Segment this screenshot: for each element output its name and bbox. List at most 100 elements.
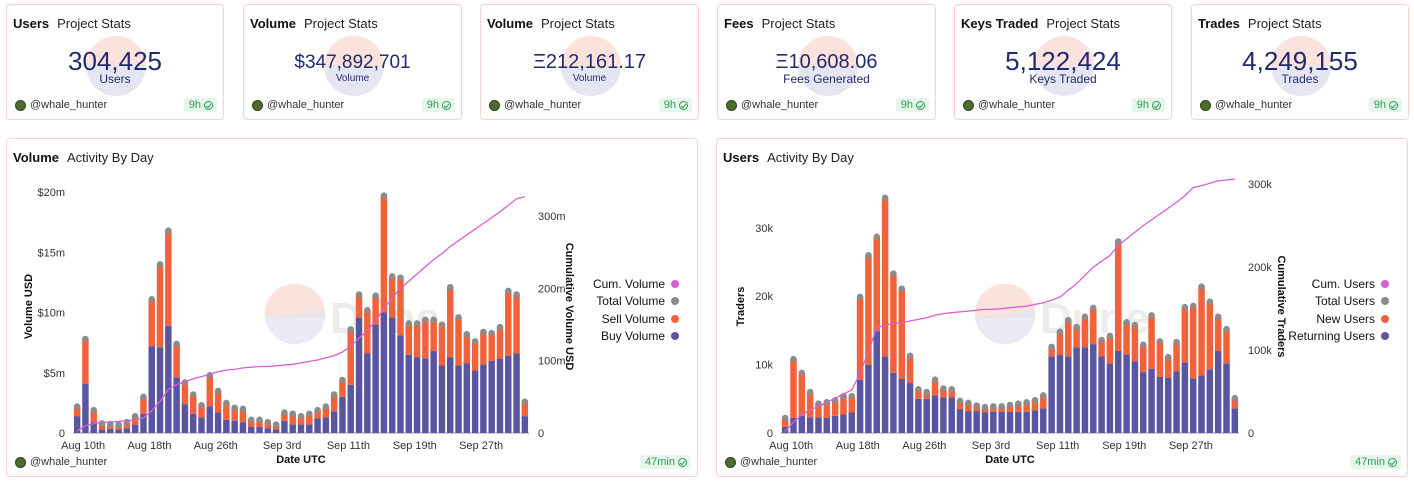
total-marker <box>355 291 363 298</box>
counter-query-name[interactable]: Volume <box>487 16 533 31</box>
legend-label: Returning Users <box>1288 329 1375 344</box>
bar-segment-returning-users <box>790 417 797 433</box>
legend-item[interactable]: Total Volume <box>593 293 679 311</box>
total-marker <box>380 192 388 199</box>
users-chart-author[interactable]: @whale_hunter <box>725 456 817 468</box>
total-marker <box>923 388 930 396</box>
legend-swatch <box>1381 332 1389 341</box>
bar-segment-returning-users <box>831 415 839 433</box>
bar-segment-buy-volume <box>140 413 147 433</box>
bar-segment-new-users <box>1214 316 1222 351</box>
bar-segment-buy-volume <box>438 365 446 433</box>
bar-segment-new-users <box>1156 341 1164 377</box>
bar-segment-sell-volume <box>189 394 197 414</box>
author-handle: @whale_hunter <box>30 99 108 111</box>
x-tick-label: Aug 26th <box>194 440 238 452</box>
bar-segment-returning-users <box>1023 411 1030 433</box>
user-avatar <box>489 99 500 111</box>
bar-segment-new-users <box>1115 241 1122 351</box>
users-chart-legend: Cum. Users Total Users New Users Returning … <box>1288 275 1389 345</box>
total-marker <box>940 385 947 392</box>
bar-segment-buy-volume <box>90 422 97 433</box>
bar-segment-sell-volume <box>165 230 172 326</box>
counter-age-badge: 9h <box>658 98 692 112</box>
counter-author[interactable]: @whale_hunter <box>963 99 1055 111</box>
counter-age-badge: 9h <box>421 98 455 112</box>
bar-segment-buy-volume <box>413 357 421 433</box>
bar-segment-sell-volume <box>289 413 296 425</box>
y2-tick-label: 100m <box>538 356 566 368</box>
total-marker <box>347 326 354 333</box>
dune-logo-top <box>264 283 325 318</box>
bar-segment-returning-users <box>806 417 814 433</box>
legend-item[interactable]: Returning Users <box>1288 328 1389 346</box>
bar-segment-new-users <box>865 255 872 365</box>
total-marker <box>322 403 330 410</box>
author-handle: @whale_hunter <box>978 99 1056 111</box>
legend-item[interactable]: Cum. Volume <box>593 275 679 293</box>
x-tick-label: Sep 11th <box>1036 440 1079 452</box>
bar-segment-buy-volume <box>380 312 388 433</box>
counter-value: 5,122,424 <box>1005 46 1121 76</box>
total-marker <box>798 369 806 377</box>
legend-item[interactable]: New Users <box>1288 310 1389 328</box>
counter-query-name[interactable]: Users <box>13 16 50 31</box>
volume-chart-author[interactable]: @whale_hunter <box>15 456 107 468</box>
total-marker <box>189 391 197 398</box>
refresh-age: 9h <box>1136 99 1149 111</box>
counter-author[interactable]: @whale_hunter <box>15 99 107 111</box>
counter-query-name[interactable]: Fees <box>724 16 754 31</box>
bar-segment-returning-users <box>840 414 847 433</box>
total-marker <box>1181 303 1189 311</box>
bar-segment-sell-volume <box>198 405 205 418</box>
bar-segment-sell-volume <box>480 331 487 365</box>
volume-chart-query-name[interactable]: Volume <box>13 150 59 165</box>
counter-age-badge: 9h <box>183 98 217 112</box>
y2-tick-label: 0 <box>1248 428 1254 440</box>
bar-segment-new-users <box>906 355 914 384</box>
counter-header: Trades Project Stats <box>1198 16 1322 31</box>
refresh-age: 9h <box>663 99 676 111</box>
total-marker <box>264 418 272 426</box>
bar-segment-buy-volume <box>521 416 529 433</box>
counter-author[interactable]: @whale_hunter <box>489 99 581 111</box>
legend-item[interactable]: Buy Volume <box>593 328 679 346</box>
y-tick-label: 30k <box>755 223 773 235</box>
bar-segment-buy-volume <box>488 360 495 433</box>
total-marker <box>806 388 814 396</box>
refresh-age: 47min <box>1355 456 1385 468</box>
counter-label: Keys Traded <box>1029 72 1097 86</box>
user-avatar <box>252 99 263 111</box>
bar-segment-returning-users <box>1189 378 1197 433</box>
total-marker <box>330 391 338 398</box>
counter-author[interactable]: @whale_hunter <box>1200 99 1292 111</box>
bar-segment-sell-volume <box>330 394 338 412</box>
bar-segment-buy-volume <box>480 364 487 433</box>
total-marker <box>1231 394 1239 402</box>
total-marker <box>1073 323 1080 331</box>
bar-segment-sell-volume <box>422 319 429 359</box>
counter-query-name[interactable]: Volume <box>250 16 296 31</box>
legend-item[interactable]: Sell Volume <box>593 310 679 328</box>
bar-segment-new-users <box>831 400 839 416</box>
y2-tick-label: 300m <box>538 211 566 223</box>
counter-card: Users Project Stats 304,425 Users @whale_… <box>6 4 224 120</box>
bar-segment-buy-volume <box>181 404 189 433</box>
legend-item[interactable]: Total Users <box>1288 293 1389 311</box>
bar-segment-returning-users <box>1173 371 1180 433</box>
bar-segment-returning-users <box>890 372 897 433</box>
bar-segment-new-users <box>915 389 922 399</box>
legend-item[interactable]: Cum. Users <box>1288 275 1389 293</box>
bar-segment-new-users <box>1148 315 1155 369</box>
total-marker <box>881 194 889 202</box>
users-chart-query-name[interactable]: Users <box>723 150 760 165</box>
legend-label: New Users <box>1316 311 1375 326</box>
counter-author[interactable]: @whale_hunter <box>252 99 344 111</box>
counter-author[interactable]: @whale_hunter <box>726 99 818 111</box>
bar-segment-buy-volume <box>289 424 296 433</box>
counter-query-name[interactable]: Keys Traded <box>961 16 1039 31</box>
bar-segment-new-users <box>873 236 881 332</box>
total-marker <box>98 420 106 427</box>
counter-query-name[interactable]: Trades <box>1198 16 1240 31</box>
